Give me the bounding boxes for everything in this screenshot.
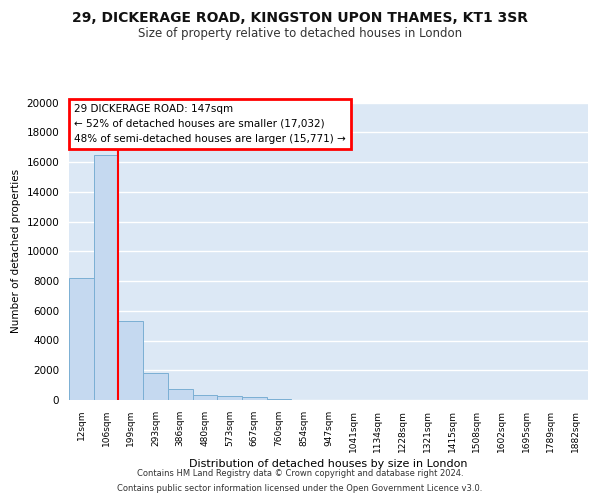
- Bar: [168, 389, 193, 400]
- Text: Contains public sector information licensed under the Open Government Licence v3: Contains public sector information licen…: [118, 484, 482, 493]
- Bar: [242, 397, 267, 400]
- Bar: [217, 396, 242, 400]
- Text: 29, DICKERAGE ROAD, KINGSTON UPON THAMES, KT1 3SR: 29, DICKERAGE ROAD, KINGSTON UPON THAMES…: [72, 11, 528, 25]
- Bar: [193, 395, 217, 400]
- Bar: [69, 278, 94, 400]
- Y-axis label: Number of detached properties: Number of detached properties: [11, 169, 21, 334]
- X-axis label: Distribution of detached houses by size in London: Distribution of detached houses by size …: [189, 459, 468, 469]
- Text: Size of property relative to detached houses in London: Size of property relative to detached ho…: [138, 28, 462, 40]
- Text: Contains HM Land Registry data © Crown copyright and database right 2024.: Contains HM Land Registry data © Crown c…: [137, 469, 463, 478]
- Text: 29 DICKERAGE ROAD: 147sqm
← 52% of detached houses are smaller (17,032)
48% of s: 29 DICKERAGE ROAD: 147sqm ← 52% of detac…: [74, 104, 346, 144]
- Bar: [94, 154, 118, 400]
- Bar: [118, 321, 143, 400]
- Bar: [143, 373, 168, 400]
